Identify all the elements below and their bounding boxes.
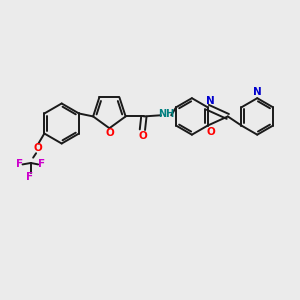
Text: N: N (254, 87, 262, 97)
Text: O: O (33, 142, 42, 153)
Text: O: O (105, 128, 114, 138)
Text: O: O (206, 127, 215, 137)
Text: F: F (38, 159, 45, 170)
Text: F: F (26, 172, 33, 182)
Text: F: F (16, 159, 23, 170)
Text: N: N (206, 96, 215, 106)
Text: O: O (138, 130, 147, 141)
Text: NH: NH (158, 109, 174, 119)
